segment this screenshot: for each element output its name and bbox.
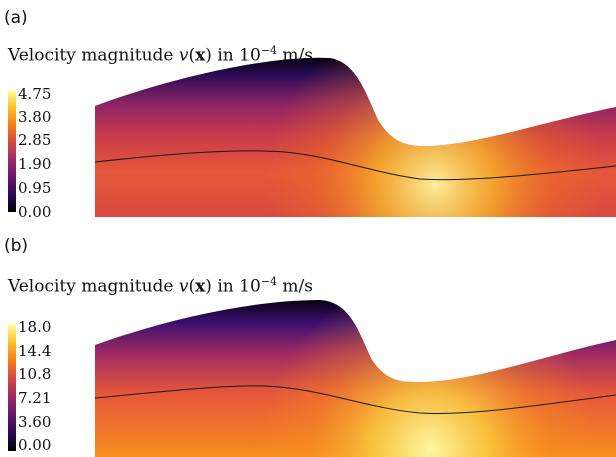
colorbar-b-tick-5: 0.00 xyxy=(18,436,52,454)
velocity-field-a xyxy=(95,57,616,217)
colorbar-a-tick-2: 2.85 xyxy=(18,131,52,149)
colorbar-b-tick-2: 10.8 xyxy=(18,365,52,383)
panel-b-title: Velocity magnitude v(x) in 10−4 m/s xyxy=(8,275,313,297)
panel-a-title: Velocity magnitude v(x) in 10−4 m/s xyxy=(8,44,313,66)
colorbar-a-tick-4: 0.95 xyxy=(18,179,52,197)
colorbar-b-tick-3: 7.21 xyxy=(18,389,52,407)
panel-a-label: (a) xyxy=(4,8,28,28)
panel-b-label: (b) xyxy=(4,236,29,256)
colorbar-a-tick-3: 1.90 xyxy=(18,155,52,173)
colorbar-b-tick-0: 18.0 xyxy=(18,318,52,336)
colorbar-b-tick-4: 3.60 xyxy=(18,413,52,431)
interface-line-b xyxy=(94,385,616,414)
velocity-field-b xyxy=(95,300,616,457)
colorbar-b xyxy=(8,324,16,451)
colorbar-a xyxy=(8,90,16,212)
colorbar-a-tick-5: 0.00 xyxy=(18,203,52,221)
interface-line-a xyxy=(94,150,616,181)
colorbar-a-tick-0: 4.75 xyxy=(18,85,52,103)
colorbar-a-tick-1: 3.80 xyxy=(18,108,52,126)
colorbar-b-tick-1: 14.4 xyxy=(18,342,52,360)
